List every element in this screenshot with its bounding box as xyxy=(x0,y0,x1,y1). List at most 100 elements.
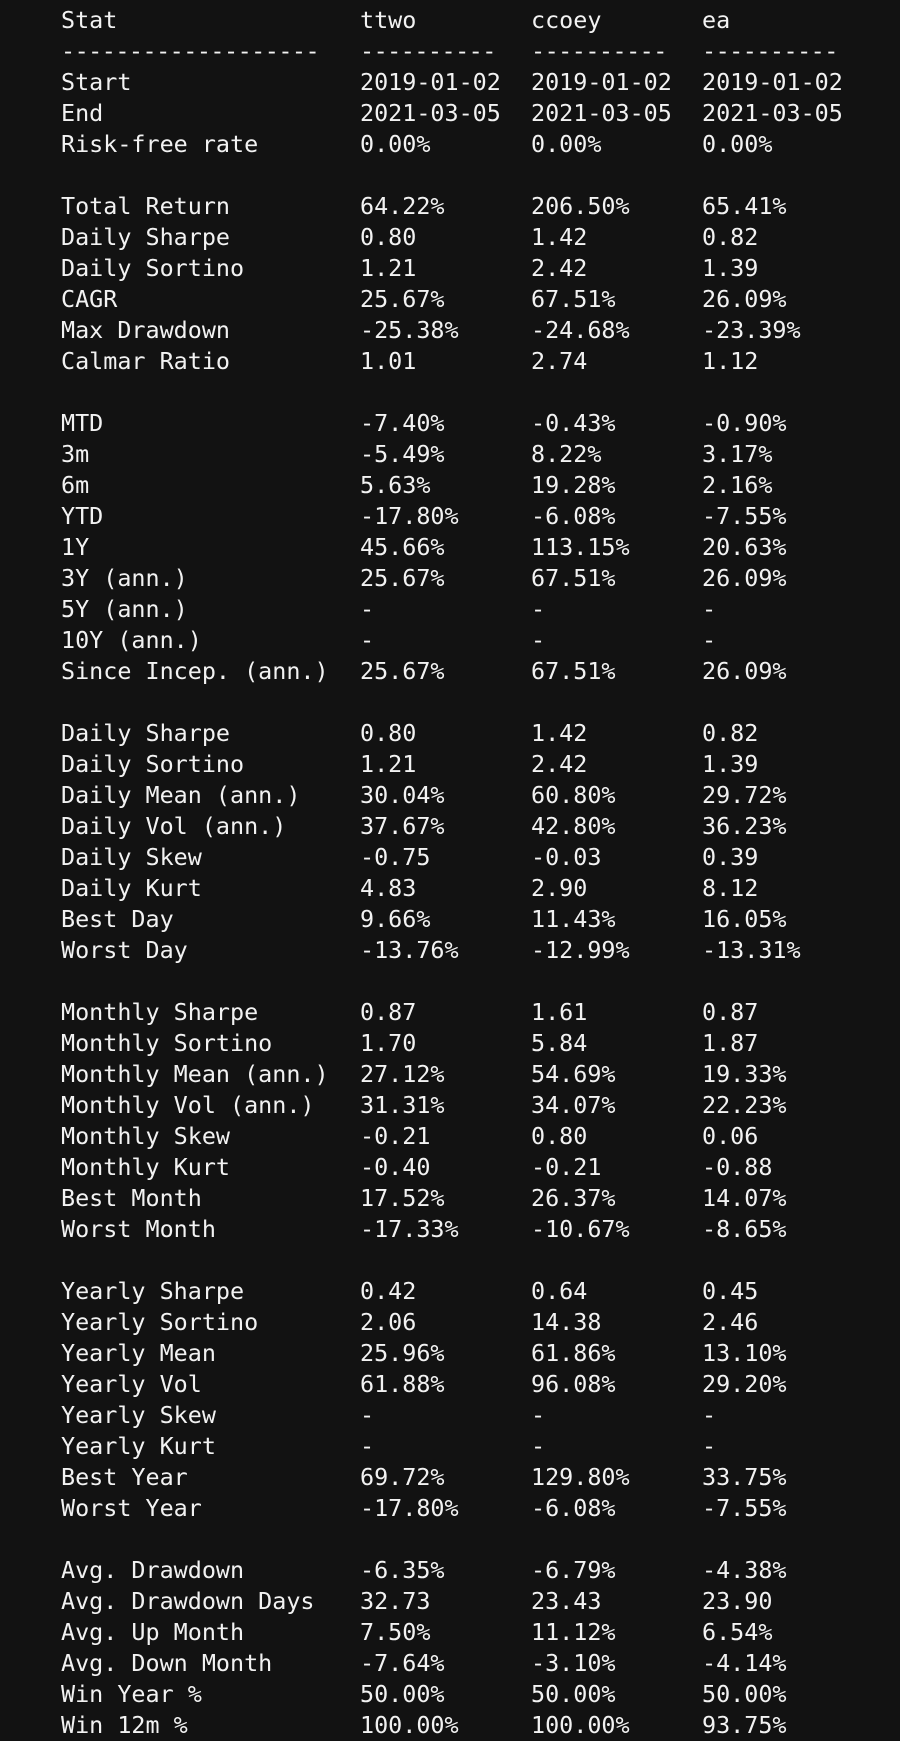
ttwo-value: 37.67% xyxy=(360,812,445,840)
ccoey-value: 67.51% xyxy=(531,564,616,592)
stat-label: 1Y xyxy=(61,533,90,561)
ea-value: -4.38% xyxy=(702,1556,787,1584)
section-spacer xyxy=(61,1524,881,1555)
ccoey-value: 8.22% xyxy=(531,440,602,468)
table-row: Best Day 9.66% 11.43% 16.05% xyxy=(61,904,881,935)
table-row: Best Year 69.72% 129.80% 33.75% xyxy=(61,1462,881,1493)
table-body: Start 2019-01-02 2019-01-02 2019-01-02 End 20… xyxy=(61,67,881,1741)
table-row: Monthly Skew -0.21 0.80 0.06 xyxy=(61,1121,881,1152)
table-row: Start 2019-01-02 2019-01-02 2019-01-02 xyxy=(61,67,881,98)
ea-value: 33.75% xyxy=(702,1463,787,1491)
table-row: Max Drawdown -25.38% -24.68% -23.39% xyxy=(61,315,881,346)
ea-value: 22.23% xyxy=(702,1091,787,1119)
stat-label: Best Year xyxy=(61,1463,188,1491)
table-row: 1Y 45.66% 113.15% 20.63% xyxy=(61,532,881,563)
ccoey-value: 2.42 xyxy=(531,254,588,282)
table-row: Win 12m % 100.00% 100.00% 93.75% xyxy=(61,1710,881,1741)
ea-value: 3.17% xyxy=(702,440,773,468)
section-spacer xyxy=(61,1245,881,1276)
ttwo-value: -17.33% xyxy=(360,1215,459,1243)
section-spacer xyxy=(61,687,881,718)
table-row: Total Return 64.22% 206.50% 65.41% xyxy=(61,191,881,222)
ea-value: - xyxy=(702,1432,717,1460)
stat-label: 5Y (ann.) xyxy=(61,595,188,623)
ccoey-value: 67.51% xyxy=(531,657,616,685)
header-ea: ea xyxy=(702,6,731,34)
ccoey-value: 11.43% xyxy=(531,905,616,933)
stat-label: Win 12m % xyxy=(61,1711,188,1739)
ttwo-value: -0.75 xyxy=(360,843,431,871)
ea-value: 65.41% xyxy=(702,192,787,220)
ttwo-value: 100.00% xyxy=(360,1711,459,1739)
ccoey-value: 1.61 xyxy=(531,998,588,1026)
table-separator-row: ------------------- ---------- ---------… xyxy=(61,36,881,67)
ttwo-value: 2021-03-05 xyxy=(360,99,501,127)
ccoey-value: 2.90 xyxy=(531,874,588,902)
separator-dashes: ---------- xyxy=(360,37,496,65)
ea-value: 26.09% xyxy=(702,564,787,592)
ea-value: -0.90% xyxy=(702,409,787,437)
stat-label: Daily Mean (ann.) xyxy=(61,781,301,809)
ccoey-value: -12.99% xyxy=(531,936,630,964)
table-header-row: Stat ttwo ccoey ea xyxy=(61,5,881,36)
stat-label: Calmar Ratio xyxy=(61,347,230,375)
ea-value: 1.39 xyxy=(702,750,759,778)
ttwo-value: 0.80 xyxy=(360,719,417,747)
ttwo-value: 69.72% xyxy=(360,1463,445,1491)
table-row: Yearly Kurt - - - xyxy=(61,1431,881,1462)
ccoey-value: 100.00% xyxy=(531,1711,630,1739)
ttwo-value: -7.64% xyxy=(360,1649,445,1677)
ttwo-value: 5.63% xyxy=(360,471,431,499)
table-row: Daily Sharpe 0.80 1.42 0.82 xyxy=(61,222,881,253)
ea-value: 29.72% xyxy=(702,781,787,809)
ttwo-value: 1.01 xyxy=(360,347,417,375)
ea-value: 19.33% xyxy=(702,1060,787,1088)
ttwo-value: - xyxy=(360,595,375,623)
ea-value: 23.90 xyxy=(702,1587,773,1615)
table-row: Daily Skew -0.75 -0.03 0.39 xyxy=(61,842,881,873)
ea-value: 2019-01-02 xyxy=(702,68,843,96)
ccoey-value: 50.00% xyxy=(531,1680,616,1708)
stat-label: MTD xyxy=(61,409,104,437)
ea-value: 36.23% xyxy=(702,812,787,840)
ttwo-value: 25.67% xyxy=(360,564,445,592)
ccoey-value: 67.51% xyxy=(531,285,616,313)
ccoey-value: 14.38 xyxy=(531,1308,602,1336)
ea-value: 29.20% xyxy=(702,1370,787,1398)
table-row: Best Month 17.52% 26.37% 14.07% xyxy=(61,1183,881,1214)
stat-label: Total Return xyxy=(61,192,230,220)
table-row: Avg. Drawdown Days 32.73 23.43 23.90 xyxy=(61,1586,881,1617)
ccoey-value: - xyxy=(531,595,546,623)
ccoey-value: 129.80% xyxy=(531,1463,630,1491)
ttwo-value: 2.06 xyxy=(360,1308,417,1336)
table-row: Monthly Vol (ann.) 31.31% 34.07% 22.23% xyxy=(61,1090,881,1121)
ccoey-value: 0.00% xyxy=(531,130,602,158)
ea-value: -23.39% xyxy=(702,316,801,344)
ccoey-value: 2021-03-05 xyxy=(531,99,672,127)
ea-value: 0.82 xyxy=(702,223,759,251)
table-row: Monthly Kurt -0.40 -0.21 -0.88 xyxy=(61,1152,881,1183)
ccoey-value: 2.42 xyxy=(531,750,588,778)
ttwo-value: 27.12% xyxy=(360,1060,445,1088)
ttwo-value: -5.49% xyxy=(360,440,445,468)
stat-label: YTD xyxy=(61,502,104,530)
table-row: Monthly Mean (ann.) 27.12% 54.69% 19.33% xyxy=(61,1059,881,1090)
table-row: Worst Year -17.80% -6.08% -7.55% xyxy=(61,1493,881,1524)
ttwo-value: -0.21 xyxy=(360,1122,431,1150)
ccoey-value: -24.68% xyxy=(531,316,630,344)
ttwo-value: -17.80% xyxy=(360,502,459,530)
ccoey-value: 61.86% xyxy=(531,1339,616,1367)
ea-value: - xyxy=(702,595,717,623)
ttwo-value: -0.40 xyxy=(360,1153,431,1181)
ttwo-value: 9.66% xyxy=(360,905,431,933)
table-row: 3Y (ann.) 25.67% 67.51% 26.09% xyxy=(61,563,881,594)
ccoey-value: -6.08% xyxy=(531,1494,616,1522)
table-row: End 2021-03-05 2021-03-05 2021-03-05 xyxy=(61,98,881,129)
ttwo-value: 64.22% xyxy=(360,192,445,220)
table-row: Worst Day -13.76% -12.99% -13.31% xyxy=(61,935,881,966)
table-row: Risk-free rate 0.00% 0.00% 0.00% xyxy=(61,129,881,160)
table-row: Avg. Up Month 7.50% 11.12% 6.54% xyxy=(61,1617,881,1648)
ttwo-value: 31.31% xyxy=(360,1091,445,1119)
ttwo-value: 1.21 xyxy=(360,254,417,282)
ccoey-value: -10.67% xyxy=(531,1215,630,1243)
